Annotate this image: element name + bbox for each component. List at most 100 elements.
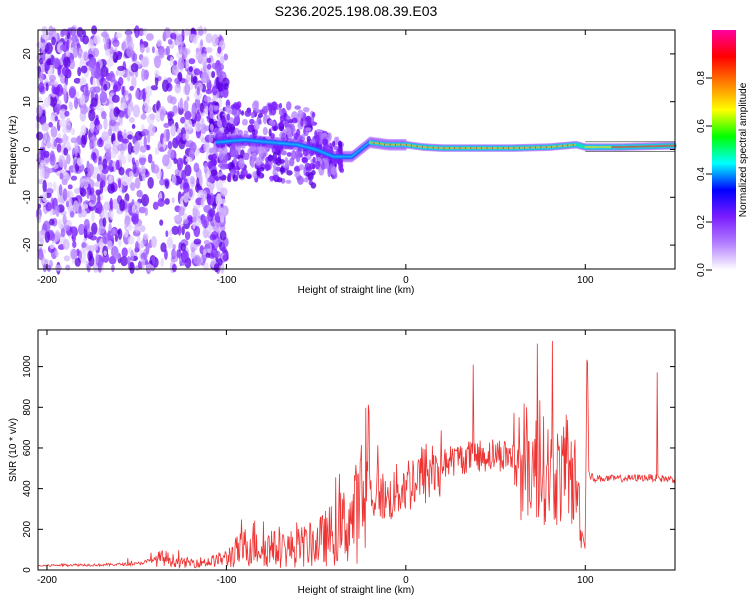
spectrogram-noise-blob: [193, 254, 201, 265]
spectrogram-noise-blob: [141, 68, 146, 82]
spectrogram-noise-blob: [115, 159, 120, 171]
spectrogram-noise-blob: [219, 165, 227, 170]
spectrogram-noise-blob: [103, 83, 108, 92]
spectrogram-noise-blob: [121, 85, 125, 96]
spectrogram-noise-blob: [93, 86, 101, 93]
spectrogram-noise-blob: [121, 42, 125, 51]
spectrogram-noise-blob: [109, 70, 115, 79]
spectrogram-noise-blob: [164, 198, 170, 205]
spectrogram-noise-blob: [310, 115, 315, 125]
spectrogram-noise-blob: [90, 187, 95, 195]
spectrogram-noise-blob: [330, 166, 337, 176]
spectrogram-noise-blob: [223, 53, 229, 61]
y-tick-label: 0: [22, 567, 33, 573]
spectrogram-noise-blob: [47, 181, 53, 189]
spectrogram-noise-blob: [119, 199, 126, 212]
spectrogram-noise-blob: [309, 162, 316, 170]
spectrogram-noise-blob: [147, 153, 153, 164]
spectrogram-noise-blob: [46, 168, 54, 174]
colorbar-tick-label: 0.2: [696, 215, 707, 229]
spectrogram-noise-blob: [121, 247, 128, 258]
spectrogram-noise-blob: [41, 122, 50, 132]
spectrogram-noise-blob: [217, 63, 225, 71]
spectrogram-noise-blob: [117, 130, 122, 140]
spectrogram-noise-blob: [231, 132, 237, 138]
spectrogram-noise-blob: [262, 127, 268, 136]
spectrogram-noise-blob: [199, 102, 204, 113]
spectrogram-noise-blob: [139, 225, 146, 233]
spectrogram-noise-blob: [63, 224, 71, 232]
spectrogram-noise-blob: [183, 193, 189, 203]
spectrogram-noise-blob: [176, 157, 184, 171]
spectrogram-noise-blob: [89, 235, 98, 241]
spectrogram-noise-blob: [219, 56, 225, 65]
spectrogram-noise-blob: [97, 194, 101, 204]
spectrogram-noise-blob: [311, 170, 316, 176]
spectrogram-noise-blob: [115, 32, 123, 39]
spectrogram-noise-blob: [80, 65, 88, 74]
spectrogram-noise-blob: [58, 155, 66, 168]
spectrogram-noise-blob: [118, 116, 123, 125]
spectrogram-noise-blob: [184, 231, 191, 241]
spectrogram-noise-blob: [192, 216, 197, 223]
spectrogram-noise-blob: [108, 175, 114, 184]
spectrogram-noise-blob: [93, 119, 101, 126]
spectrogram-noise-blob: [294, 166, 301, 172]
spectrogram-noise-blob: [118, 166, 125, 176]
spectrogram-noise-blob: [194, 122, 202, 132]
spectrogram-noise-blob: [74, 257, 81, 267]
spectrogram-noise-blob: [38, 82, 45, 93]
spectrogram-noise-blob: [203, 162, 208, 174]
spectrogram-noise-blob: [70, 175, 78, 181]
spectrogram-noise-blob: [140, 252, 147, 260]
x-tick-label: 100: [577, 275, 594, 286]
x-tick-label: 0: [403, 575, 409, 586]
spectrogram-noise-blob: [205, 252, 211, 258]
spectrogram-noise-blob: [273, 126, 277, 131]
spectrogram-noise-blob: [193, 238, 202, 245]
spectrogram-noise-blob: [211, 70, 216, 78]
spectrogram-noise-blob: [173, 65, 177, 71]
spectrogram-noise-blob: [236, 170, 240, 176]
spectrogram-noise-blob: [87, 171, 92, 181]
spectrogram-noise-blob: [126, 256, 131, 265]
spectrogram-noise-blob: [121, 138, 129, 144]
spectrogram-noise-blob: [117, 228, 123, 240]
spectrogram-noise-blob: [65, 135, 69, 142]
spectrogram-noise-blob: [184, 164, 192, 177]
spectrogram-noise-blob: [109, 197, 113, 210]
x-tick-label: 100: [577, 575, 594, 586]
spectrogram-noise-blob: [71, 34, 78, 43]
spectrogram-noise-blob: [46, 187, 54, 195]
spectrogram-noise-blob: [101, 130, 109, 142]
spectrogram-noise-blob: [242, 152, 250, 161]
spectrogram-noise-blob: [244, 110, 252, 117]
spectrogram-noise-blob: [179, 97, 183, 110]
spectrogram-noise-blob: [205, 47, 213, 54]
spectrogram-noise-blob: [58, 118, 67, 127]
spectrogram-noise-blob: [62, 239, 70, 251]
spectrogram-noise-blob: [89, 136, 98, 142]
spectrogram-noise-blob: [152, 201, 159, 210]
spectrogram-noise-blob: [136, 189, 143, 198]
spectrogram-dominant-ridge: [215, 133, 677, 163]
spectrogram-noise-blob: [42, 264, 47, 273]
spectrogram-noise-blob: [256, 167, 260, 176]
spectrogram-noise-blob: [44, 156, 50, 164]
spectrogram-noise-blob: [105, 49, 110, 57]
spectrogram-noise-blob: [201, 216, 210, 229]
spectrogram-noise-blob: [314, 160, 321, 170]
spectrogram-noise-blob: [207, 161, 213, 169]
spectrogram-noise-blob: [134, 25, 140, 38]
spectrogram-noise-blob: [41, 191, 48, 203]
spectrogram-noise-blob: [180, 242, 186, 252]
spectrogram-noise-blob: [203, 26, 207, 35]
spectrogram-noise-blob: [145, 46, 150, 54]
spectrogram-noise-blob: [162, 154, 170, 167]
snr-series: [37, 329, 676, 569]
spectrogram-noise-blob: [138, 157, 147, 163]
spectrogram-noise-blob: [40, 238, 44, 245]
y-tick-label: -20: [22, 237, 33, 252]
spectrogram-noise-blob: [301, 157, 309, 164]
